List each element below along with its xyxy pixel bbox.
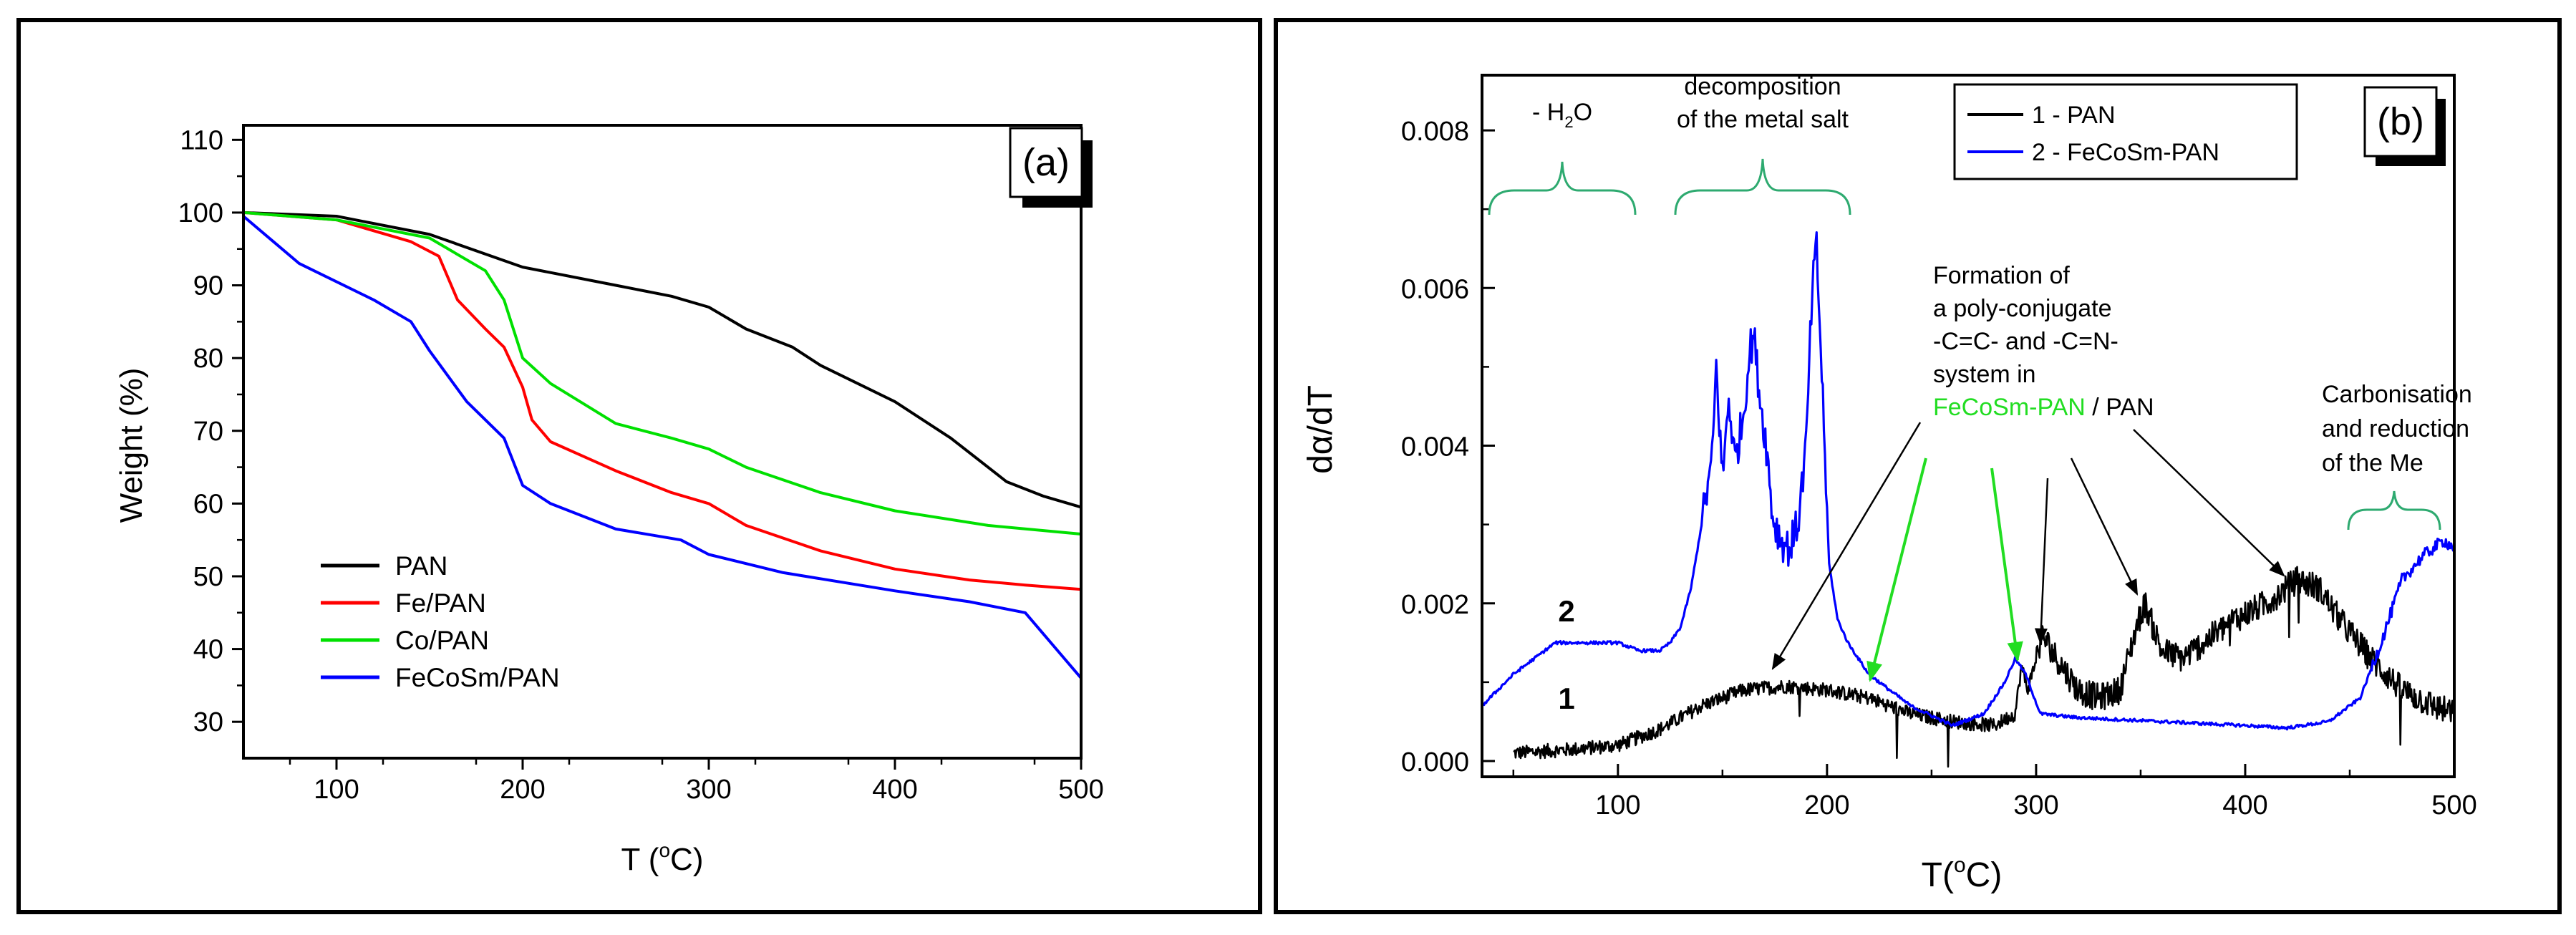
panel-b-legend-box — [1953, 83, 2298, 180]
panel-b-plot-frame — [1481, 74, 2456, 778]
panel-b-series — [1481, 231, 2455, 768]
panel-b-label: (b) — [2377, 100, 2424, 143]
legend-label-fecosm: 2 - FeCoSm-PAN — [2032, 139, 2219, 166]
annotation-decomposition-line-2: of the metal salt — [1677, 106, 1849, 133]
panel-b-ytick-label: 0.008 — [1401, 117, 1469, 147]
panel-a-ytick-label: 90 — [193, 271, 223, 301]
curve-label-2: 2 — [1558, 594, 1574, 628]
panel-a-ytick-label: 60 — [193, 489, 223, 519]
panel-b-ylabel: dα/dT — [1302, 385, 1340, 474]
panel-b-ticks — [1482, 129, 2456, 777]
panel-a-ytick-label: 110 — [180, 125, 223, 155]
panel-a-xtick-label: 300 — [686, 775, 731, 805]
arrow-black-to-pan-420 — [2133, 429, 2285, 577]
panel-b-ytick-label: 0.000 — [1401, 747, 1469, 777]
panel-a-xlabel: T (oC) — [621, 839, 704, 877]
panel-b-xlabel-main: T( — [1922, 856, 1954, 894]
panel-a-xtick-label: 200 — [500, 775, 545, 805]
arrow-black-to-pan-broad — [1771, 422, 1922, 670]
panel-a-series-line-3 — [242, 215, 1083, 679]
panel-b-series-line-1 — [1481, 231, 2455, 731]
panel-b-ytick-label: 0.002 — [1401, 590, 1469, 620]
panel-a-legend-label-0: PAN — [395, 551, 447, 581]
annotation-water-prefix: - H — [1532, 99, 1564, 126]
panel-a-ytick-label: 100 — [178, 198, 223, 228]
panel-b-xtick-label: 400 — [2222, 790, 2267, 820]
arrow-green-to-fecosm-290 — [1990, 468, 2023, 662]
curve-label-1: 1 — [1558, 682, 1574, 715]
annotation-carbonisation-line-1: Carbonisation — [2322, 381, 2472, 408]
panel-a-xtick-label: 400 — [872, 775, 917, 805]
panel-b-xtick-label: 200 — [1804, 790, 1849, 820]
panel-a-series — [242, 210, 1083, 679]
panel-a-xtick-label: 500 — [1058, 775, 1103, 805]
annotation-formation-line-5: FeCoSm-PAN / PAN — [1933, 394, 2154, 421]
panel-b-ytick-label: 0.004 — [1401, 432, 1469, 462]
panel-a-ytick-label: 70 — [193, 417, 223, 447]
annotation-water-suffix: O — [1574, 99, 1592, 126]
bracket-carbonisation — [2347, 490, 2441, 531]
panel-a-series-line-0 — [243, 210, 1082, 509]
annotation-water: - H2O — [1532, 99, 1592, 131]
panel-a-label-box: (a) — [1009, 127, 1093, 208]
panel-a-xlabel-sup: o — [659, 839, 670, 861]
panel-a-tick-labels: 100 200 300 400 500 30 40 50 60 70 80 90 100 110 — [178, 125, 1104, 805]
arrow-green-to-fecosm-220 — [1866, 457, 1927, 682]
annotation-formation-line-1: Formation of — [1933, 262, 2070, 289]
bracket-decomposition — [1674, 158, 1851, 215]
panel-a-legend-label-3: FeCoSm/PAN — [395, 663, 560, 692]
panel-a-series-line-1 — [243, 210, 1082, 591]
panel-a-xlabel-main: T ( — [621, 842, 659, 877]
panel-b-xtick-label: 300 — [2013, 790, 2058, 820]
annotation-formation-tail: / PAN — [2086, 394, 2154, 421]
panel-b-chart: 100 200 300 400 500 0.000 0.002 0.004 0.006 0.008… — [1302, 73, 2477, 894]
panel-b-tick-labels: 100 200 300 400 500 0.000 0.002 0.004 0.006 0.008 — [1401, 117, 2477, 820]
annotation-formation-highlight: FeCoSm-PAN — [1933, 394, 2086, 421]
annotation-carbonisation-line-2: and reduction — [2322, 415, 2469, 442]
panel-a-frame — [16, 18, 1262, 914]
panel-a-ytick-label: 30 — [193, 707, 223, 737]
panel-b-frame — [1274, 18, 2562, 914]
panel-a-ytick-label: 40 — [193, 635, 223, 665]
panel-a-ylabel: Weight (%) — [114, 368, 149, 523]
panel-b-xlabel-tail: C) — [1966, 856, 2003, 894]
panel-a-chart: 100 200 300 400 500 30 40 50 60 70 80 90 100 110 Weig… — [114, 124, 1104, 877]
panel-b-series-line-0 — [1513, 566, 2455, 768]
panel-a-legend-label-2: Co/PAN — [395, 626, 489, 655]
annotation-formation-line-2: a poly-conjugate — [1933, 295, 2112, 322]
legend-label-pan: 1 - PAN — [2032, 102, 2116, 129]
panel-a-label: (a) — [1022, 141, 1070, 184]
arrow-black-to-pan-300 — [2034, 478, 2049, 645]
panel-a-legend: PAN Fe/PAN Co/PAN FeCoSm/PAN — [321, 551, 560, 692]
annotation-formation-line-4: system in — [1933, 361, 2036, 388]
panel-a-xlabel-tail: C) — [670, 842, 703, 877]
annotation-water-sub: 2 — [1564, 113, 1573, 131]
panel-a-xtick-label: 100 — [314, 775, 359, 805]
arrow-black-to-pan-350 — [2070, 457, 2139, 596]
panel-a-series-line-2 — [243, 210, 1082, 536]
panel-b-ytick-label: 0.006 — [1401, 274, 1469, 304]
bracket-water — [1488, 161, 1637, 215]
panel-a-ticks — [232, 138, 1083, 770]
panel-a-ytick-label: 50 — [193, 562, 223, 592]
annotation-formation-line-3: -C=C- and -C=N- — [1933, 328, 2119, 355]
annotation-decomposition-line-1: decomposition — [1684, 73, 1841, 100]
panel-b-xtick-label: 500 — [2431, 790, 2476, 820]
annotation-carbonisation-line-3: of the Me — [2322, 450, 2424, 477]
panel-a-ytick-label: 80 — [193, 344, 223, 374]
panel-a-legend-label-1: Fe/PAN — [395, 588, 486, 618]
panel-b-legend: 1 - PAN 2 - FeCoSm-PAN — [1953, 83, 2298, 180]
panel-b-xlabel-sup: o — [1954, 853, 1966, 877]
panel-b-label-box: (b) — [2363, 86, 2446, 166]
panel-b-xlabel: T(oC) — [1922, 853, 2003, 894]
panel-b-xtick-label: 100 — [1595, 790, 1640, 820]
panel-a-plot-frame — [242, 124, 1083, 760]
